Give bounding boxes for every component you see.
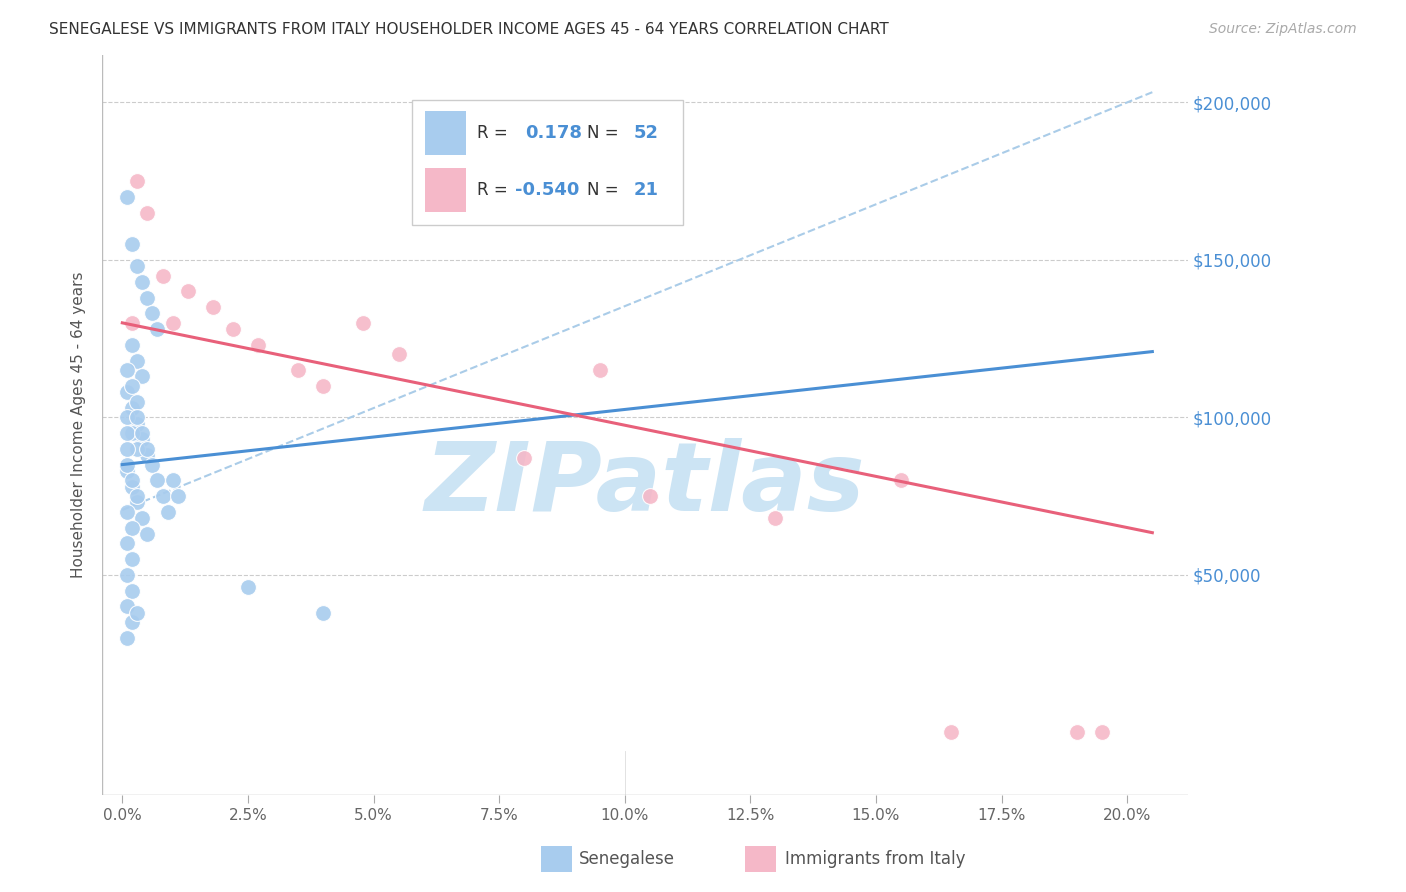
Point <box>136 205 159 219</box>
Text: 52: 52 <box>634 124 659 142</box>
Text: SENEGALESE VS IMMIGRANTS FROM ITALY HOUSEHOLDER INCOME AGES 45 - 64 YEARS CORREL: SENEGALESE VS IMMIGRANTS FROM ITALY HOUS… <box>49 22 889 37</box>
Text: R =: R = <box>477 124 508 142</box>
Point <box>246 338 269 352</box>
Point <box>941 725 963 739</box>
Point <box>121 237 143 252</box>
Point <box>127 442 149 456</box>
Text: 21: 21 <box>634 181 659 199</box>
Point <box>117 190 139 204</box>
Point <box>146 473 169 487</box>
Point <box>141 306 163 320</box>
Text: 0.178: 0.178 <box>526 124 582 142</box>
FancyBboxPatch shape <box>425 111 465 155</box>
Point <box>121 426 143 441</box>
Point <box>162 473 184 487</box>
Point <box>117 567 139 582</box>
Point <box>127 353 149 368</box>
Point <box>121 316 143 330</box>
Text: ZIPatlas: ZIPatlas <box>425 438 865 531</box>
Point <box>131 426 153 441</box>
FancyBboxPatch shape <box>425 168 465 212</box>
Point <box>156 505 179 519</box>
Text: Senegalese: Senegalese <box>579 850 675 868</box>
Point <box>513 451 536 466</box>
Point <box>121 379 143 393</box>
Point <box>127 489 149 503</box>
Point <box>1091 725 1114 739</box>
Point <box>166 489 188 503</box>
Point <box>312 606 335 620</box>
Point <box>121 583 143 598</box>
Point <box>127 259 149 273</box>
Point <box>127 394 149 409</box>
Point <box>131 369 153 384</box>
Point <box>146 322 169 336</box>
Point <box>312 379 335 393</box>
Point <box>117 464 139 478</box>
Point <box>890 473 912 487</box>
Point <box>117 599 139 614</box>
Point <box>1066 725 1088 739</box>
Point <box>222 322 245 336</box>
Point <box>127 495 149 509</box>
Point <box>152 268 174 283</box>
Point <box>127 174 149 188</box>
Point <box>236 581 259 595</box>
Text: R =: R = <box>477 181 508 199</box>
Point <box>141 458 163 472</box>
Y-axis label: Householder Income Ages 45 - 64 years: Householder Income Ages 45 - 64 years <box>72 272 86 579</box>
FancyBboxPatch shape <box>412 100 683 226</box>
Point <box>176 285 198 299</box>
Text: -0.540: -0.540 <box>515 181 579 199</box>
Point <box>152 489 174 503</box>
Point <box>121 615 143 629</box>
Point <box>117 631 139 645</box>
Point <box>201 300 224 314</box>
Point <box>287 363 309 377</box>
Point <box>117 458 139 472</box>
Point <box>162 316 184 330</box>
Point <box>117 426 139 441</box>
Point <box>136 291 159 305</box>
Point <box>127 410 149 425</box>
Point <box>121 480 143 494</box>
Point <box>117 536 139 550</box>
Text: Source: ZipAtlas.com: Source: ZipAtlas.com <box>1209 22 1357 37</box>
Point <box>388 347 411 361</box>
Point <box>127 417 149 431</box>
Point <box>121 401 143 415</box>
Point <box>121 520 143 534</box>
Point <box>127 606 149 620</box>
Point <box>131 511 153 525</box>
Point <box>131 433 153 447</box>
Point <box>121 338 143 352</box>
Point <box>117 442 139 456</box>
Point <box>121 552 143 566</box>
Point <box>117 410 139 425</box>
Point <box>117 505 139 519</box>
Point <box>353 316 375 330</box>
Point <box>136 442 159 456</box>
Point <box>136 448 159 462</box>
Text: N =: N = <box>588 124 619 142</box>
Point <box>638 489 661 503</box>
Point <box>121 473 143 487</box>
Point <box>117 363 139 377</box>
Point <box>117 385 139 400</box>
Point <box>131 275 153 289</box>
Point <box>136 527 159 541</box>
Text: N =: N = <box>588 181 619 199</box>
Text: Immigrants from Italy: Immigrants from Italy <box>785 850 965 868</box>
Point <box>765 511 787 525</box>
Point <box>588 363 610 377</box>
